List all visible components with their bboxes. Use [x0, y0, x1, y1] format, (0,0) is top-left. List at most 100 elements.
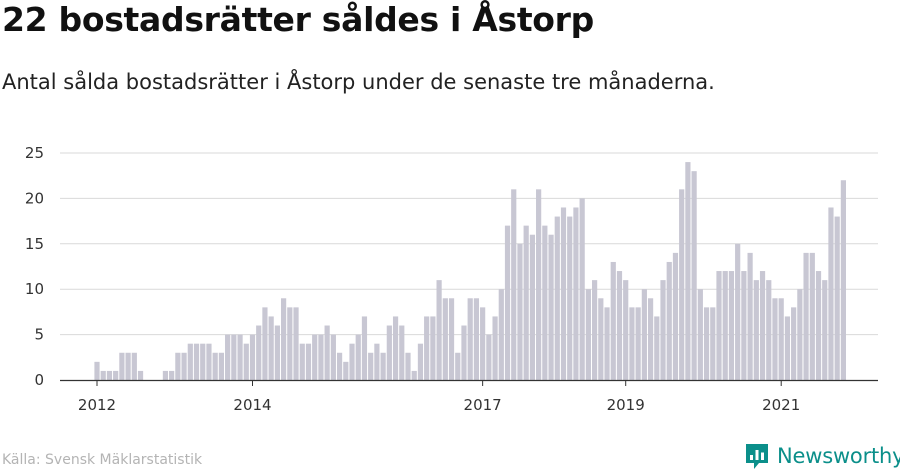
bar	[604, 307, 610, 380]
bar	[455, 352, 461, 380]
bar	[759, 271, 766, 380]
bar	[766, 280, 772, 380]
bar	[181, 352, 187, 380]
bar	[249, 334, 256, 380]
bar	[610, 261, 616, 380]
bar	[405, 352, 411, 380]
y-axis-ticks: 0 5 10 15 20 25	[25, 144, 44, 389]
bar	[784, 316, 791, 380]
bar	[828, 207, 834, 380]
bar	[131, 352, 137, 380]
bar	[498, 289, 504, 380]
bar	[100, 370, 106, 380]
bar	[411, 370, 417, 380]
bar	[685, 162, 691, 380]
bar	[231, 334, 237, 380]
bar	[778, 298, 784, 380]
bar	[162, 370, 169, 380]
bar	[237, 334, 243, 380]
bar	[822, 280, 828, 380]
bar	[691, 171, 697, 380]
bar	[386, 325, 392, 380]
page-title: 22 bostadsrätter såldes i Åstorp	[2, 0, 594, 39]
bar	[517, 243, 523, 380]
bar	[349, 343, 355, 380]
y-tick-label: 0	[34, 371, 44, 389]
bar	[312, 334, 318, 380]
bar	[492, 316, 498, 380]
bar	[598, 298, 604, 380]
bar	[797, 289, 803, 380]
bar	[747, 252, 753, 380]
bar	[218, 352, 224, 380]
bar	[293, 307, 299, 380]
bar	[536, 189, 542, 380]
bar	[374, 343, 380, 380]
bar	[200, 343, 206, 380]
bar	[137, 370, 144, 380]
x-tick-label: 2012	[78, 396, 116, 414]
bar	[672, 252, 679, 380]
bar	[697, 289, 703, 380]
x-tick-label: 2019	[607, 396, 645, 414]
bar	[299, 343, 305, 380]
bar	[256, 325, 262, 380]
bar	[212, 352, 218, 380]
bar	[125, 352, 131, 380]
bar	[380, 352, 386, 380]
bar	[355, 334, 361, 380]
bar	[529, 234, 535, 380]
bar	[330, 334, 336, 380]
bar	[467, 298, 473, 380]
bar	[243, 343, 249, 380]
bar	[735, 243, 741, 380]
bar	[430, 316, 436, 380]
bar	[573, 207, 579, 380]
bar	[480, 307, 486, 380]
bar	[417, 343, 424, 380]
bar	[274, 325, 280, 380]
bar	[119, 352, 125, 380]
bar	[268, 316, 274, 380]
y-tick-label: 15	[25, 235, 44, 253]
bar	[361, 316, 368, 380]
bar	[834, 216, 840, 380]
bar	[106, 370, 113, 380]
bar	[548, 234, 554, 380]
bar	[262, 307, 268, 380]
bar	[679, 189, 685, 380]
bar	[225, 334, 231, 380]
bar	[635, 307, 641, 380]
highlight-data-label: 22	[840, 0, 859, 4]
bar	[368, 352, 374, 380]
x-axis-ticks: 2012 2014 2017 2019 2021	[78, 380, 800, 414]
x-tick-label: 2021	[762, 396, 800, 414]
bar	[461, 325, 467, 380]
bar	[392, 316, 399, 380]
data-labels: 22	[840, 0, 859, 4]
y-tick-label: 20	[25, 189, 44, 207]
bar	[193, 343, 200, 380]
bar	[554, 216, 560, 380]
source-credit: Källa: Svensk Mäklarstatistik	[2, 452, 203, 468]
bar	[592, 280, 598, 380]
bar	[511, 189, 517, 380]
bar	[113, 370, 119, 380]
bar	[579, 198, 585, 380]
bar	[728, 271, 735, 380]
newsworthy-logo-icon	[746, 443, 768, 469]
bar	[336, 352, 343, 380]
x-tick-label: 2014	[233, 396, 271, 414]
bar	[287, 307, 293, 380]
bar	[772, 298, 778, 380]
bar	[94, 361, 100, 380]
bar	[710, 307, 716, 380]
bar	[281, 298, 287, 380]
bar	[666, 261, 672, 380]
bar	[436, 280, 442, 380]
bar	[647, 298, 654, 380]
y-tick-label: 10	[25, 280, 44, 298]
page-subtitle: Antal sålda bostadsrätter i Åstorp under…	[2, 70, 715, 94]
bar	[318, 334, 324, 380]
brand-logo[interactable]: Newsworthy	[745, 441, 900, 471]
